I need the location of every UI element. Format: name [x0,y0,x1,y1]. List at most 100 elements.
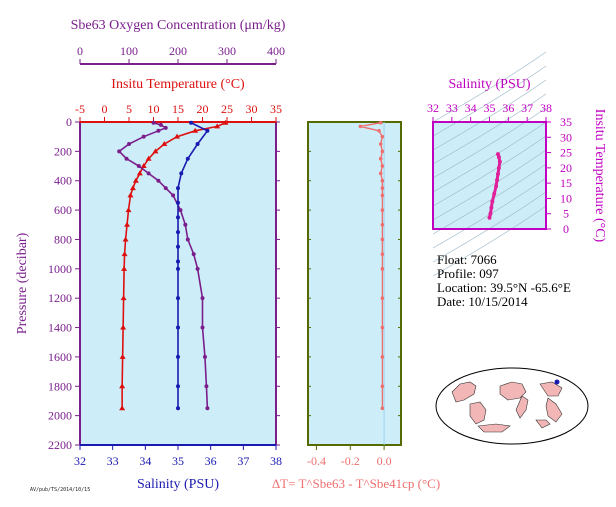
temperature-point [122,236,129,242]
pressure-tick-label: 200 [54,144,72,158]
ts-point [495,178,500,183]
pressure-tick-label: 1200 [48,291,72,305]
pressure-tick-label: 1600 [48,350,72,364]
oxygen-point [200,296,205,301]
delta-point [378,156,383,161]
map-globe-outline [435,367,589,445]
salinity-point [189,120,194,125]
delta-point [380,186,385,190]
oxygen-point [124,156,129,161]
float-label: Float: [437,252,468,267]
ts-guide-curve [432,93,547,165]
salinity-point [176,215,180,220]
pressure-tick-label: 2000 [48,409,72,423]
map-land [469,401,487,425]
delta-point [380,237,385,242]
oxygen-point [178,208,183,213]
oxygen-tick-label: 100 [120,44,138,58]
oxygen-axis-label: Sbe63 Oxygen Concentration (μm/kg) [71,18,286,33]
delta-point [380,178,385,183]
ts-point [495,152,500,157]
oxygen-point [141,134,146,139]
temperature-point [129,185,136,191]
float-info-location: Location: 39.5°N -65.6°E [437,280,571,296]
salinity-point [179,171,184,176]
oxygen-point [185,237,190,242]
pressure-tick-label: 1800 [48,379,72,393]
oxygen-point [136,164,141,169]
temperature-tick-label: 15 [172,102,184,116]
ts-x-tick-label: 36 [502,101,514,115]
pressure-tick-label: 1000 [48,262,72,276]
temperature-point [125,207,132,213]
oxygen-point [183,222,188,227]
profile-label: Profile: [437,266,476,281]
profile-value: 097 [479,266,499,281]
delta-point [380,267,385,271]
ts-point [494,184,499,189]
salinity-point [176,200,180,205]
map-float-location-marker [554,379,560,385]
temperature-tick-label: 25 [221,102,233,116]
ts-guide-curve [432,51,547,123]
temperature-point [121,265,128,271]
map-land [535,419,551,429]
pressure-tick-label: 800 [54,232,72,246]
temperature-point [140,163,147,169]
temperature-axis-label: Insitu Temperature (°C) [111,77,245,92]
delta-tick-label: 0.0 [377,454,392,468]
oxygen-tick-label: 300 [218,44,236,58]
oxygen-point [171,193,176,198]
ts-point [495,171,500,176]
ts-y-tick-label: 10 [560,191,572,205]
salinity-point [176,244,180,249]
delta-point [380,252,385,256]
ts-point [496,155,501,160]
ts-point [488,211,493,216]
temperature-series-line [121,122,226,409]
delta-point [380,222,385,227]
salinity-tick-label: 34 [139,454,151,468]
ts-y-tick-label: 5 [563,207,569,221]
ts-y-tick-label: 0 [563,222,569,236]
ts-guide-curve [432,205,547,277]
delta-point [380,164,385,168]
salinity-point [176,259,180,264]
salinity-tick-label: 38 [270,454,282,468]
location-label: Location: [437,280,487,295]
delta-tick-label: -0.2 [341,454,360,468]
temperature-point [121,251,128,257]
oxygen-point [205,406,210,411]
oxygen-point [200,325,205,330]
ts-y-tick-label: 30 [560,130,572,144]
salinity-tick-label: 37 [237,454,249,468]
ts-guide-curve [432,65,547,137]
delta-point [378,171,383,176]
map-land [477,423,511,433]
oxygen-point [158,122,163,127]
ts-x-tick-label: 33 [446,101,458,115]
float-info-float: Float: 7066 [437,252,497,268]
delta-point [377,129,381,133]
date-label: Date: [437,294,466,309]
temperature-point [222,119,229,125]
delta-point [380,325,385,330]
ts-point [497,159,502,164]
oxygen-point [202,354,207,359]
ts-x-tick-label: 37 [521,101,533,115]
pressure-tick-label: 0 [66,115,72,129]
salinity-point [176,230,180,235]
delta-point [380,296,385,300]
temperature-point [174,133,181,139]
delta-axis-label: ΔT= T^Sbe63 - T^Sbe41cp (°C) [272,476,440,491]
ts-x-tick-label: 35 [484,101,496,115]
temperature-point [120,295,127,301]
ts-x-tick-label: 34 [465,101,477,115]
oxygen-point [156,128,161,133]
map-land [499,381,527,401]
temperature-point [127,192,134,198]
salinity-point [176,296,180,301]
delta-point [380,134,385,139]
delta-point [378,142,383,146]
